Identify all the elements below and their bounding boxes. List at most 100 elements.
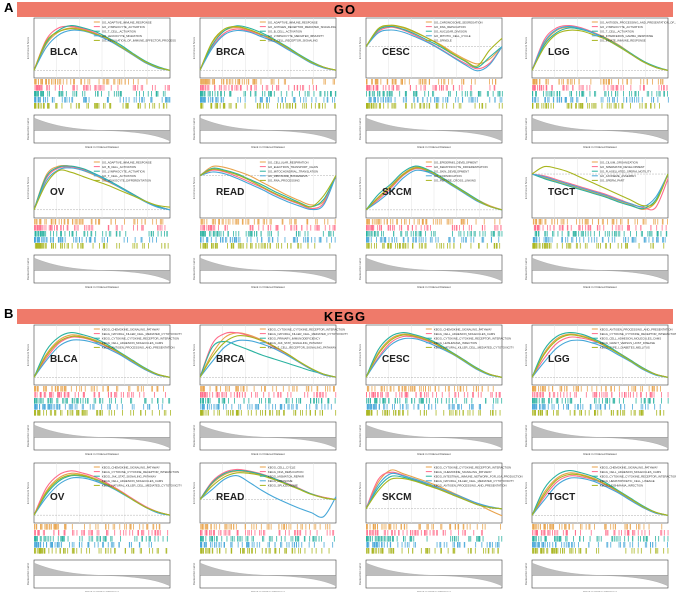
hit-bar	[40, 524, 41, 530]
hit-bar	[534, 392, 536, 398]
hit-bar	[223, 530, 225, 536]
hit-bar	[46, 85, 48, 91]
hit-bar	[264, 530, 266, 536]
hit-bar	[269, 398, 271, 404]
hit-bar	[623, 97, 625, 103]
hit-bar	[546, 237, 548, 243]
hit-bar	[455, 410, 456, 416]
hit-bar	[499, 219, 501, 225]
hit-bar	[617, 536, 619, 542]
hit-bar	[641, 410, 643, 416]
hit-bar	[60, 410, 61, 416]
hit-bar	[579, 548, 581, 554]
hit-bar	[243, 398, 245, 404]
hit-bar	[157, 536, 159, 542]
ranked-axis-label: Ranked list metric	[358, 117, 362, 140]
hit-bar	[450, 410, 452, 416]
hit-bar	[253, 536, 254, 542]
hit-bar	[309, 530, 311, 536]
hit-bar	[378, 91, 380, 97]
hit-bar	[322, 392, 324, 398]
hit-bar	[76, 398, 78, 404]
hit-bar	[287, 404, 289, 410]
hit-bar	[296, 404, 298, 410]
hit-bar	[650, 103, 651, 109]
hit-bar	[547, 530, 549, 536]
hit-bar	[213, 410, 215, 416]
hit-bar	[291, 542, 293, 548]
hit-bar	[236, 392, 238, 398]
hit-bar	[587, 103, 589, 109]
hit-bar	[536, 103, 538, 109]
hit-bar	[240, 243, 241, 249]
hit-bar	[377, 536, 379, 542]
hit-bar	[205, 231, 206, 237]
hit-bar	[420, 85, 422, 91]
hit-bar	[82, 392, 84, 398]
hit-bar	[473, 231, 475, 237]
hit-bar	[315, 219, 317, 225]
hit-bar	[204, 243, 206, 249]
hit-bar	[495, 410, 497, 416]
ranked-axis-label: Ranked list metric	[26, 424, 30, 447]
hit-bar	[52, 536, 54, 542]
hit-bar	[615, 103, 617, 109]
hit-bar	[534, 542, 535, 548]
es-curve-4	[531, 477, 669, 516]
hit-bar	[213, 524, 215, 530]
hit-bar	[134, 85, 136, 91]
hit-bar	[377, 225, 379, 231]
hit-bar	[482, 225, 483, 231]
hit-bar	[428, 386, 429, 392]
hit-bar	[74, 91, 76, 97]
hit-bar	[114, 79, 116, 85]
hit-bar	[233, 231, 234, 237]
hit-bar	[640, 392, 642, 398]
hit-bar	[550, 103, 552, 109]
hit-bar	[332, 97, 333, 103]
hit-bar	[639, 85, 641, 91]
hit-bar	[393, 231, 395, 237]
hit-bar	[200, 97, 201, 103]
hit-bar	[547, 91, 549, 97]
x-axis-label: Rank in Ordered Dataset	[85, 285, 118, 289]
ranked-metric-area	[365, 424, 503, 449]
hit-bar	[201, 542, 203, 548]
legend-label: KEGG_CHEMOKINE_SIGNALING_PATHWAY	[102, 327, 160, 331]
hit-bar	[366, 536, 368, 542]
hit-bar	[366, 524, 368, 530]
hit-bar	[75, 219, 77, 225]
hit-bar	[142, 225, 144, 231]
hit-bar	[202, 548, 204, 554]
hit-bar	[251, 536, 253, 542]
hit-bar	[540, 548, 542, 554]
hit-bar	[644, 103, 646, 109]
hit-bar	[569, 91, 571, 97]
hit-bar	[588, 225, 590, 231]
hit-bar	[534, 243, 536, 249]
hit-bar	[95, 103, 97, 109]
hit-bar	[277, 237, 279, 243]
hit-bar	[110, 103, 111, 109]
hit-bar	[250, 85, 252, 91]
hit-bar	[200, 243, 202, 249]
hit-bar	[595, 91, 597, 97]
hit-bar	[368, 103, 370, 109]
hit-bar	[462, 410, 464, 416]
hit-bar	[209, 548, 211, 554]
hit-bar	[614, 231, 615, 237]
hit-bar	[651, 386, 653, 392]
hit-bar	[201, 91, 202, 97]
hit-bar	[164, 231, 165, 237]
hit-bar	[367, 219, 369, 225]
hit-bar	[467, 219, 468, 225]
hit-bar	[489, 542, 490, 548]
hit-bar	[202, 392, 203, 398]
hit-bar	[206, 392, 208, 398]
hit-bar	[38, 542, 40, 548]
hit-bar	[327, 97, 329, 103]
hit-bar	[206, 225, 208, 231]
hit-bar	[103, 79, 105, 85]
es-curve-5	[199, 472, 337, 501]
hit-bar	[391, 548, 393, 554]
